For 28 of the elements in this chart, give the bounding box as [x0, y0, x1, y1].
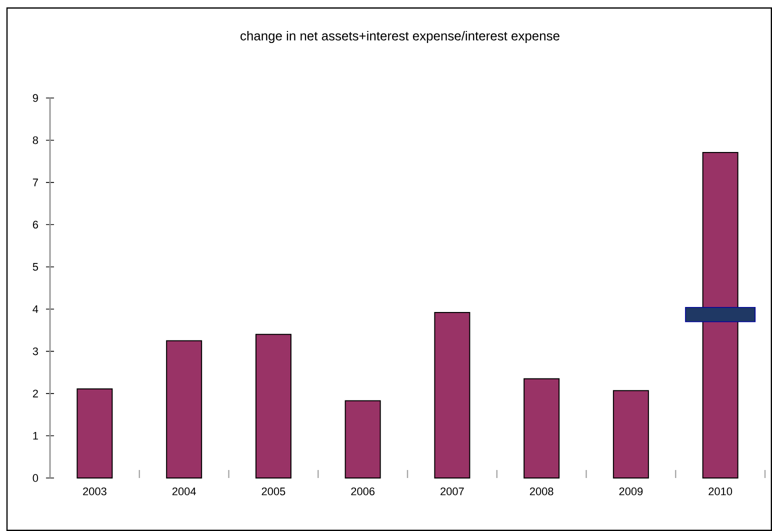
y-tick-label: 0 [32, 474, 38, 482]
x-tick-label: 2007 [440, 488, 464, 496]
y-tick-label: 5 [32, 263, 38, 271]
y-tick-label: 8 [32, 136, 38, 144]
bar [702, 152, 738, 478]
bar [524, 378, 560, 478]
y-tick-label: 3 [32, 347, 38, 356]
bar [612, 390, 649, 478]
y-tick-label: 9 [32, 94, 38, 102]
y-tick-label: 7 [32, 178, 38, 186]
y-tick-label: 6 [32, 220, 38, 229]
bar [255, 334, 292, 478]
x-tick-label: 2008 [530, 488, 554, 496]
bar [434, 312, 470, 478]
x-tick-label: 2005 [262, 488, 286, 496]
bar [344, 400, 381, 478]
x-tick-label: 2004 [172, 488, 196, 496]
bar [76, 388, 113, 478]
x-tick-label: 2009 [619, 488, 643, 496]
y-tick-label: 4 [32, 305, 38, 313]
bar [685, 307, 756, 322]
x-tick-label: 2010 [708, 488, 732, 496]
x-tick-label: 2003 [83, 488, 106, 496]
y-tick-label: 2 [32, 390, 38, 398]
y-tick-label: 1 [33, 432, 38, 440]
bar [166, 340, 202, 478]
x-tick-label: 2006 [351, 488, 375, 496]
chart-title: change in net assets+interest expense/interest expense [240, 30, 560, 44]
